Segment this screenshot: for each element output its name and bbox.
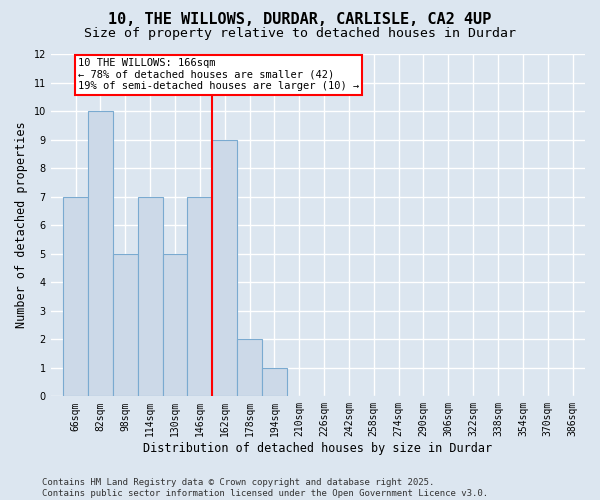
- X-axis label: Distribution of detached houses by size in Durdar: Distribution of detached houses by size …: [143, 442, 493, 455]
- Bar: [63, 196, 88, 396]
- Bar: [138, 196, 163, 396]
- Bar: [212, 140, 237, 396]
- Text: Size of property relative to detached houses in Durdar: Size of property relative to detached ho…: [84, 28, 516, 40]
- Text: Contains HM Land Registry data © Crown copyright and database right 2025.
Contai: Contains HM Land Registry data © Crown c…: [42, 478, 488, 498]
- Bar: [262, 368, 287, 396]
- Bar: [237, 340, 262, 396]
- Y-axis label: Number of detached properties: Number of detached properties: [15, 122, 28, 328]
- Bar: [187, 196, 212, 396]
- Bar: [88, 111, 113, 397]
- Bar: [113, 254, 138, 396]
- Text: 10, THE WILLOWS, DURDAR, CARLISLE, CA2 4UP: 10, THE WILLOWS, DURDAR, CARLISLE, CA2 4…: [109, 12, 491, 28]
- Bar: [163, 254, 187, 396]
- Text: 10 THE WILLOWS: 166sqm
← 78% of detached houses are smaller (42)
19% of semi-det: 10 THE WILLOWS: 166sqm ← 78% of detached…: [78, 58, 359, 92]
